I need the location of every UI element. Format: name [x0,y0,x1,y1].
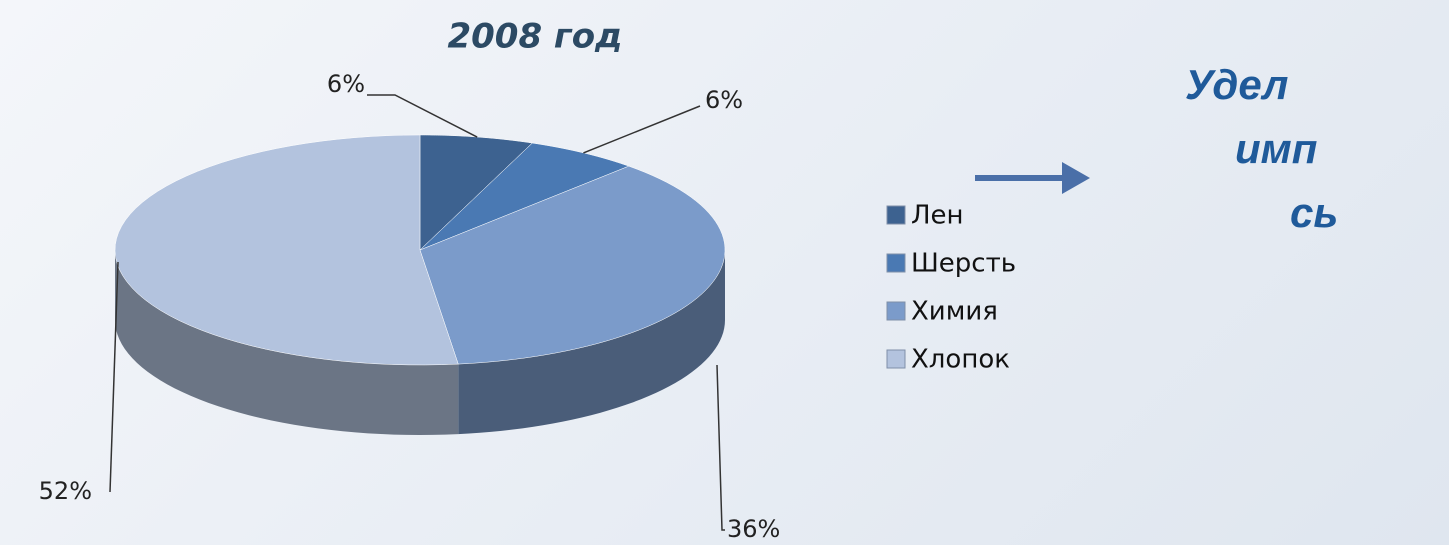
leader-line [717,365,725,530]
legend-label: Хлопок [911,345,1010,375]
leader-line [110,262,118,492]
side-text: Удел [1185,61,1288,108]
legend-swatch [887,302,905,320]
data-label: 36% [727,515,780,543]
slide: 2008 год Удел имп сь 6% 6% 36% 52% Лен Шерсть… [0,0,1449,545]
legend-swatch [887,350,905,368]
arrow-head [1062,162,1090,194]
chart: 2008 год Удел имп сь 6% 6% 36% 52% Лен Шерсть… [0,0,1449,545]
legend-swatch [887,254,905,272]
side-text: имп [1235,125,1317,172]
legend-swatch [887,206,905,224]
data-label: 52% [39,477,92,505]
leader-line [367,95,477,137]
chart-title: 2008 год [447,17,622,57]
arrow [975,162,1090,194]
legend-label: Шерсть [911,249,1016,279]
legend-label: Лен [911,201,964,231]
data-label: 6% [705,86,743,114]
legend-label: Химия [911,297,998,327]
leader-line [583,106,700,153]
side-text: сь [1290,189,1338,236]
data-label: 6% [327,70,365,98]
